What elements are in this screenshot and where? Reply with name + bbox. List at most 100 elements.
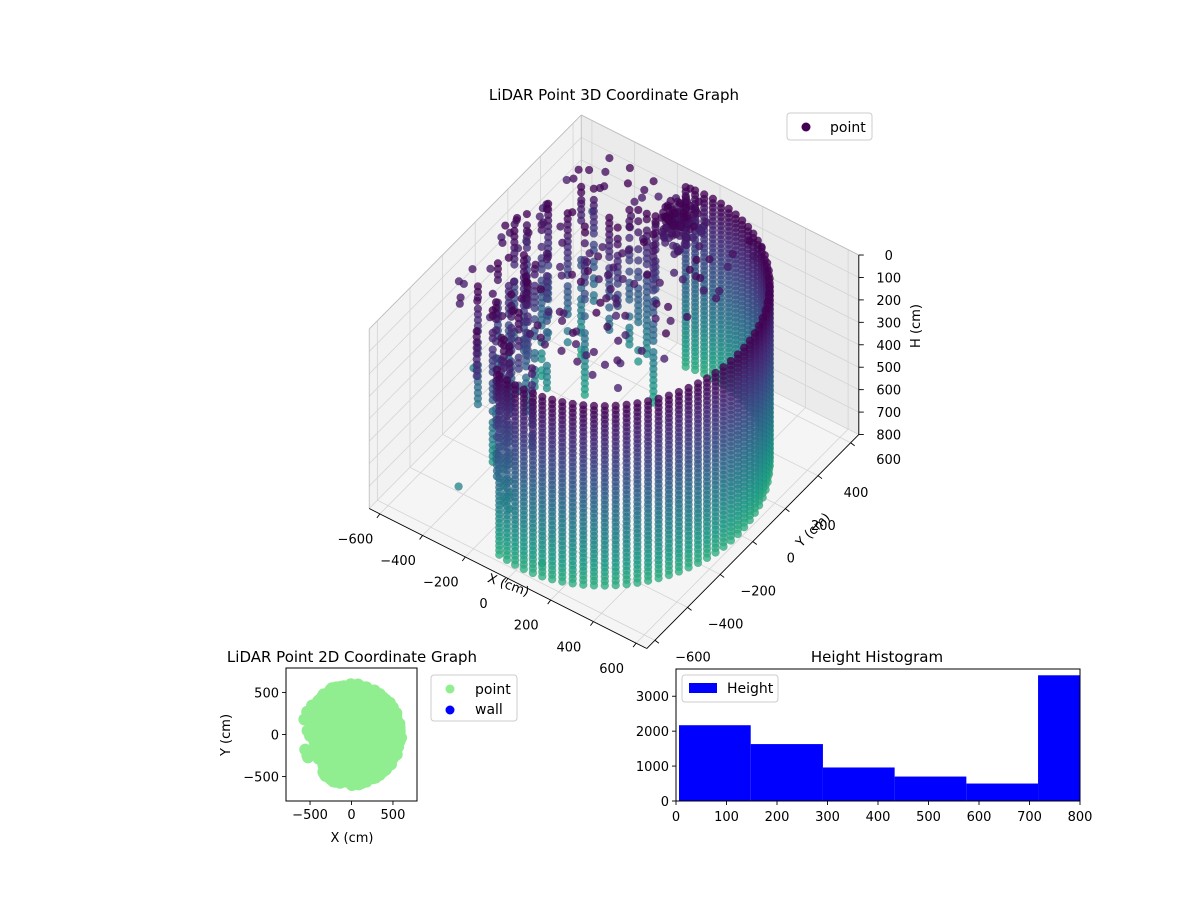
lidar-point-3d (685, 265, 694, 274)
lidar-point-3d (567, 270, 577, 279)
lidar-point-3d (459, 279, 469, 289)
legend-frame-3d (786, 112, 873, 141)
lidar-point-3d (675, 199, 685, 208)
lidar-point-3d (678, 275, 687, 284)
lidar-point-3d (694, 197, 703, 207)
legend-2d: point wall (430, 674, 518, 722)
lidar-point-3d (621, 330, 630, 340)
lidar-point-3d (634, 216, 643, 226)
lidar-point-3d (504, 253, 513, 262)
histogram-bar (679, 725, 751, 801)
y-tick-mark-3d (654, 639, 660, 644)
lidar-point-3d (634, 228, 643, 237)
histogram-bar (822, 767, 895, 801)
y-tick-label-2d: 500 (254, 686, 279, 701)
lidar-point-3d (696, 226, 705, 236)
lidar-point-3d (557, 271, 566, 280)
lidar-point-3d (537, 242, 546, 252)
lidar-point-3d (613, 240, 622, 249)
x-tick-label-histogram: 400 (866, 810, 891, 825)
lidar-point-3d (472, 371, 481, 381)
lidar-point-3d (611, 581, 620, 590)
y-axis-label-2d: Y (cm) (219, 714, 234, 757)
lidar-point-2d (306, 699, 319, 712)
lidar-point-3d (603, 322, 612, 331)
lidar-point-3d (563, 338, 572, 347)
legend-swatch-height (689, 683, 717, 693)
lidar-point-3d (745, 236, 754, 246)
lidar-point-3d (600, 360, 610, 369)
x-tick-label-3d: −400 (380, 554, 416, 569)
x-tick-label-histogram: 100 (714, 810, 739, 825)
y-tick-mark-3d (719, 574, 725, 578)
lidar-point-3d (528, 568, 538, 578)
tick-group-3d: −600 −400 −200 0 200 400 600 −600 −400 −200 0 200 40… (338, 249, 902, 677)
lidar-point-3d (548, 575, 557, 584)
lidar-point-3d (726, 536, 736, 545)
lidar-point-3d (612, 299, 621, 308)
lidar-point-3d (652, 299, 661, 308)
x-axis-label-2d: X (cm) (331, 831, 374, 846)
plot-area-2d (298, 678, 408, 791)
x-tick-label-histogram: 600 (967, 810, 992, 825)
lidar-point-3d (668, 241, 678, 250)
lidar-point-3d (649, 336, 658, 346)
lidar-point-3d (589, 229, 598, 238)
x-tick-mark-3d (504, 578, 509, 583)
x-tick-label-3d: 400 (557, 640, 582, 655)
legend-frame-histogram (681, 674, 779, 703)
z-tick-label-3d: 0 (885, 249, 893, 264)
histogram-bar (894, 776, 967, 801)
lidar-point-3d (517, 294, 526, 303)
lidar-point-3d (558, 238, 567, 248)
lidar-point-3d (530, 354, 539, 363)
lidar-point-3d (454, 482, 463, 491)
lidar-point-3d (589, 279, 598, 289)
z-tick-label-3d: 200 (876, 294, 901, 309)
lidar-point-3d (468, 264, 477, 274)
lidar-point-3d (637, 193, 647, 202)
lidar-point-3d (580, 228, 590, 237)
lidar-point-3d (594, 275, 603, 284)
chart-title-2d: LiDAR Point 2D Coordinate Graph (227, 648, 477, 666)
lidar-point-3d (555, 307, 564, 316)
lidar-point-3d (666, 316, 675, 326)
lidar-point-3d (598, 242, 607, 252)
lidar-point-3d (606, 284, 615, 294)
lidar-point-3d (622, 580, 631, 589)
y-tick-mark-3d (752, 541, 758, 545)
lidar-point-3d (674, 567, 684, 576)
x-tick-label-histogram: 800 (1068, 810, 1093, 825)
points-group-3d (454, 153, 774, 590)
lidar-point-3d (514, 364, 523, 373)
lidar-point-3d (605, 303, 614, 312)
lidar-point-3d (689, 222, 698, 231)
lidar-point-3d (542, 294, 552, 303)
legend-3d: point (786, 112, 873, 141)
lidar-point-3d (605, 153, 614, 163)
z-axis-label-3d: H (cm) (909, 304, 924, 348)
lidar-point-3d (583, 266, 593, 276)
lidar-point-3d (580, 239, 589, 248)
lidar-point-3d (625, 267, 634, 276)
lidar-point-3d (643, 270, 652, 279)
pane-edge (368, 114, 582, 330)
lidar-point-3d (609, 263, 618, 272)
lidar-point-3d (533, 321, 542, 330)
lidar-point-3d (683, 312, 692, 322)
lidar-point-3d (589, 347, 599, 357)
lidar-point-3d (602, 294, 611, 303)
y-tick-mark-3d (785, 508, 790, 512)
lidar-point-3d (568, 328, 578, 338)
x-tick-label-3d: 200 (514, 619, 539, 634)
z-tick-label-3d: 300 (876, 316, 901, 331)
lidar-point-3d (649, 286, 658, 295)
lidar-point-3d (682, 240, 691, 250)
x-tick-label-3d: −200 (423, 576, 459, 591)
lidar-point-3d (573, 357, 582, 366)
lidar-point-3d (538, 572, 547, 581)
z-tick-label-3d: 700 (876, 406, 901, 421)
lidar-point-3d (654, 574, 663, 583)
lidar-point-3d (510, 260, 519, 269)
